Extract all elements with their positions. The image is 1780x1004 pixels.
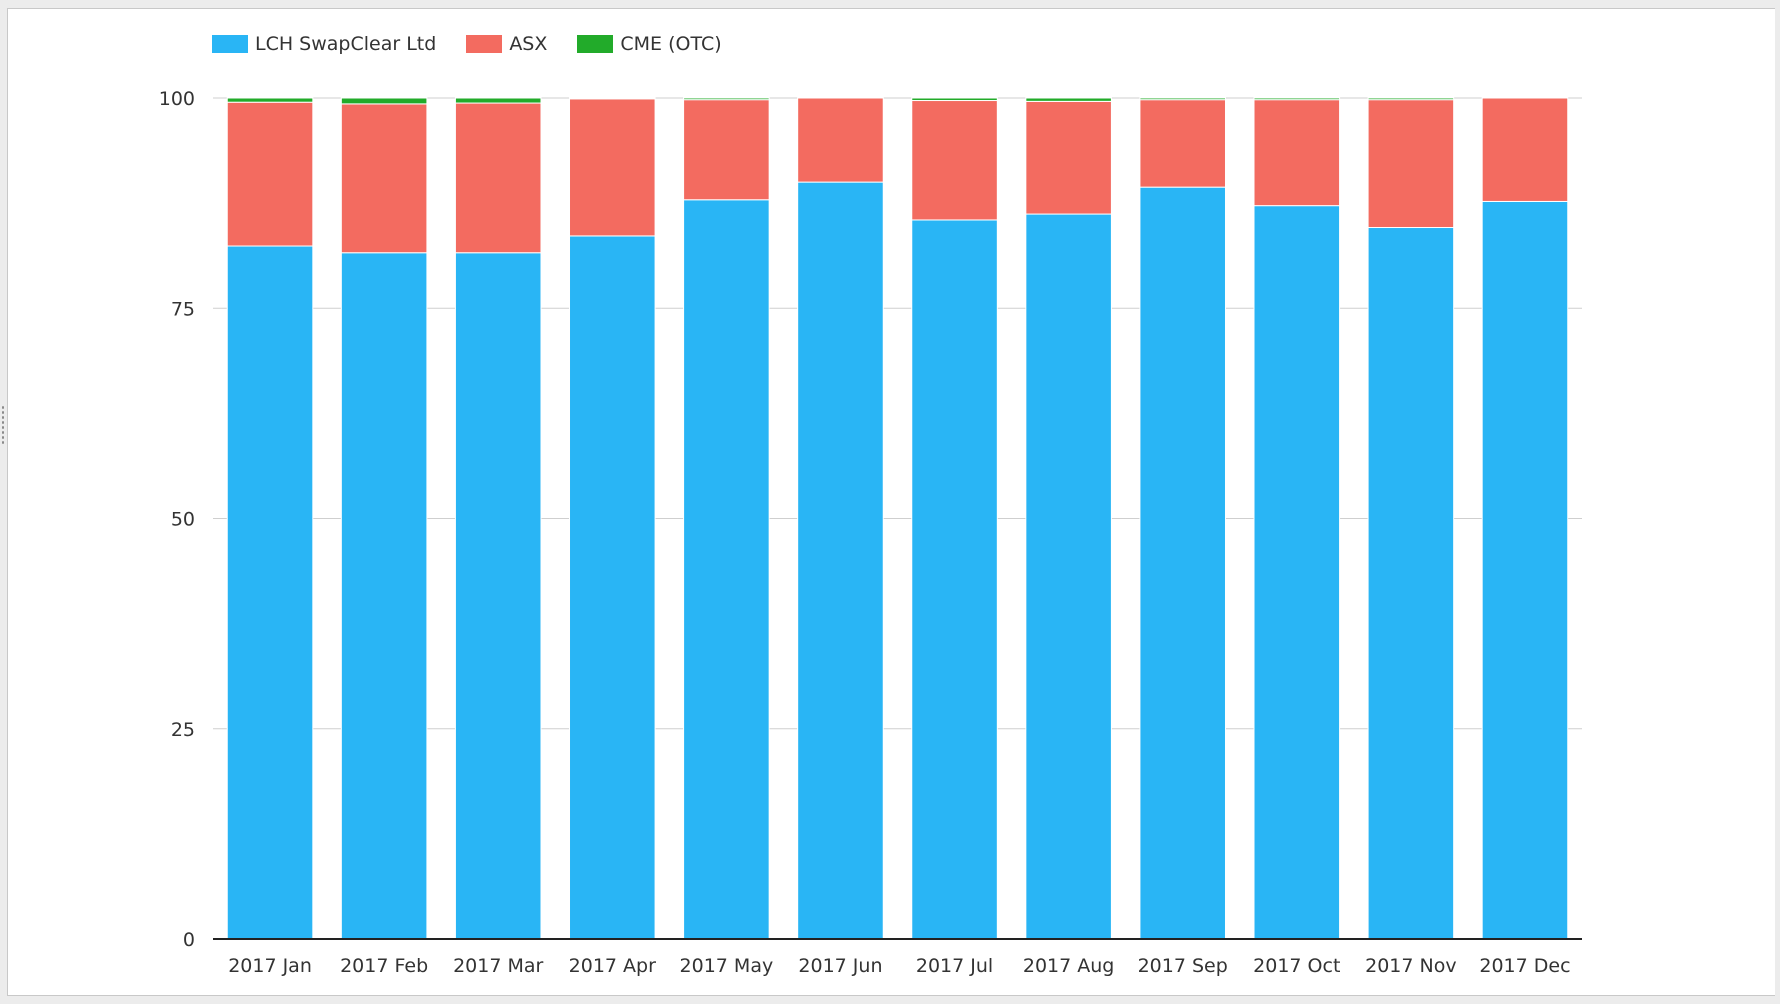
bar-segment-2-4[interactable]: [683, 97, 770, 101]
bar-segment-2-7[interactable]: [1025, 97, 1112, 102]
bar-segment-0-6[interactable]: [911, 219, 998, 940]
bar-segment-2-2[interactable]: [454, 97, 542, 104]
bar-segment-2-1[interactable]: [340, 97, 428, 105]
bar-segment-0-2[interactable]: [454, 252, 542, 940]
y-tick-label: 100: [159, 88, 195, 110]
x-tick-label: 2017 Jan: [228, 955, 312, 977]
x-tick-label: 2017 Sep: [1138, 955, 1228, 977]
legend-swatch-cme: [577, 35, 614, 53]
bar-segment-2-9[interactable]: [1253, 97, 1341, 101]
x-tick-label: 2017 Feb: [340, 955, 428, 977]
legend-item-cme[interactable]: CME (OTC): [577, 33, 722, 55]
window-edge: [1775, 8, 1780, 996]
bar-segment-2-6[interactable]: [911, 97, 998, 102]
bar-segment-1-5[interactable]: [797, 97, 884, 183]
y-tick-label: 75: [171, 298, 195, 320]
bar-segment-2-0[interactable]: [226, 97, 314, 103]
bar-segment-1-9[interactable]: [1253, 99, 1341, 207]
bar-segment-0-3[interactable]: [569, 235, 656, 940]
legend-swatch-lch: [212, 35, 248, 53]
bar-segment-0-5[interactable]: [797, 181, 884, 940]
bar-segment-1-0[interactable]: [226, 101, 314, 247]
x-tick-label: 2017 Jul: [916, 955, 993, 977]
x-tick-label: 2017 Oct: [1253, 955, 1340, 977]
x-tick-label: 2017 Mar: [453, 955, 543, 977]
x-tick-label: 2017 Nov: [1365, 955, 1456, 977]
bar-segment-0-0[interactable]: [226, 245, 314, 940]
gridlines: [213, 97, 1582, 730]
bar-segment-1-4[interactable]: [683, 99, 770, 201]
legend-label-cme: CME (OTC): [620, 33, 722, 55]
x-tick-label: 2017 Aug: [1023, 955, 1115, 977]
bar-segment-2-8[interactable]: [1139, 97, 1226, 101]
resize-handle[interactable]: [1, 405, 6, 445]
x-tick-label: 2017 Apr: [569, 955, 656, 977]
bars: [226, 97, 1569, 940]
bar-segment-1-7[interactable]: [1025, 100, 1112, 215]
bar-segment-0-10[interactable]: [1367, 227, 1455, 940]
bar-segment-1-2[interactable]: [454, 102, 542, 254]
legend-item-asx[interactable]: ASX: [466, 33, 547, 55]
bar-segment-1-6[interactable]: [911, 100, 998, 221]
bar-segment-1-11[interactable]: [1481, 97, 1569, 202]
legend-label-lch: LCH SwapClear Ltd: [255, 33, 437, 55]
bar-segment-1-1[interactable]: [340, 103, 428, 254]
legend-item-lch[interactable]: LCH SwapClear Ltd: [212, 33, 436, 55]
legend-swatch-asx: [466, 35, 503, 53]
legend: LCH SwapClear Ltd ASX CME (OTC): [212, 30, 752, 58]
y-tick-label: 50: [171, 509, 195, 531]
bar-segment-2-3[interactable]: [569, 97, 656, 100]
bar-segment-0-11[interactable]: [1481, 200, 1569, 940]
x-tick-label: 2017 May: [680, 955, 774, 977]
bar-segment-0-4[interactable]: [683, 199, 770, 940]
bar-segment-1-10[interactable]: [1367, 99, 1455, 229]
bar-segment-0-1[interactable]: [340, 252, 428, 940]
y-tick-label: 25: [171, 719, 195, 741]
bar-segment-0-7[interactable]: [1025, 213, 1112, 940]
bar-segment-0-9[interactable]: [1253, 205, 1341, 940]
bar-segment-1-8[interactable]: [1139, 99, 1226, 188]
x-tick-label: 2017 Jun: [798, 955, 882, 977]
axes: 0 25 50 75 100 2017 Jan 2017 Feb 2017 Mar 2017 A…: [159, 88, 1582, 977]
bar-segment-1-3[interactable]: [569, 98, 656, 237]
bar-segment-0-8[interactable]: [1139, 186, 1226, 940]
y-tick-label: 0: [183, 929, 195, 951]
bar-segment-2-10[interactable]: [1367, 97, 1455, 101]
x-tick-label: 2017 Dec: [1479, 955, 1570, 977]
legend-label-asx: ASX: [509, 33, 548, 55]
